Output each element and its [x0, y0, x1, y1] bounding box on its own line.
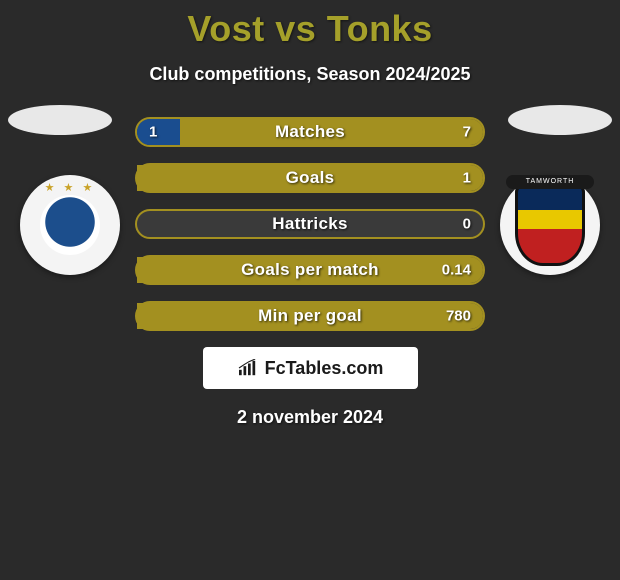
stat-row: Goals per match 0.14 [135, 255, 485, 285]
brand-badge[interactable]: FcTables.com [203, 347, 418, 389]
page-title: Vost vs Tonks [0, 0, 620, 50]
stat-label: Matches [275, 122, 345, 142]
stat-value-right: 1 [463, 170, 471, 187]
stat-value-right: 780 [446, 308, 471, 325]
stat-value-left: 1 [149, 124, 157, 141]
crest-left-emblem: ★ ★ ★ [40, 195, 100, 255]
stat-value-right: 7 [463, 124, 471, 141]
crest-right-ribbon: TAMWORTH [506, 175, 594, 189]
crest-right-shield: TAMWORTH [515, 184, 585, 266]
subtitle: Club competitions, Season 2024/2025 [0, 64, 620, 85]
stat-label: Goals per match [241, 260, 379, 280]
brand-chart-icon [237, 359, 259, 377]
stat-fill-left [137, 119, 180, 145]
stat-label: Goals [286, 168, 335, 188]
stat-label: Hattricks [272, 214, 347, 234]
team-crest-right: TAMWORTH [500, 175, 600, 275]
stat-value-right: 0.14 [442, 262, 471, 279]
team-crest-left: ★ ★ ★ [20, 175, 120, 275]
stat-row: Goals 1 [135, 163, 485, 193]
stat-value-right: 0 [463, 216, 471, 233]
comparison-area: ★ ★ ★ TAMWORTH Matches 1 7 Goals 1 Hattricks 0… [0, 117, 620, 428]
widget-container: Vost vs Tonks Club competitions, Season … [0, 0, 620, 580]
flag-left [8, 105, 112, 135]
stat-bars: Matches 1 7 Goals 1 Hattricks 0 Goals per match… [135, 117, 485, 331]
stat-label: Min per goal [258, 306, 362, 326]
stat-row: Hattricks 0 [135, 209, 485, 239]
brand-text: FcTables.com [265, 358, 384, 379]
crest-left-stars-icon: ★ ★ ★ [40, 181, 100, 194]
stat-row: Matches 1 7 [135, 117, 485, 147]
date-label: 2 november 2024 [0, 407, 620, 428]
stat-row: Min per goal 780 [135, 301, 485, 331]
flag-right [508, 105, 612, 135]
